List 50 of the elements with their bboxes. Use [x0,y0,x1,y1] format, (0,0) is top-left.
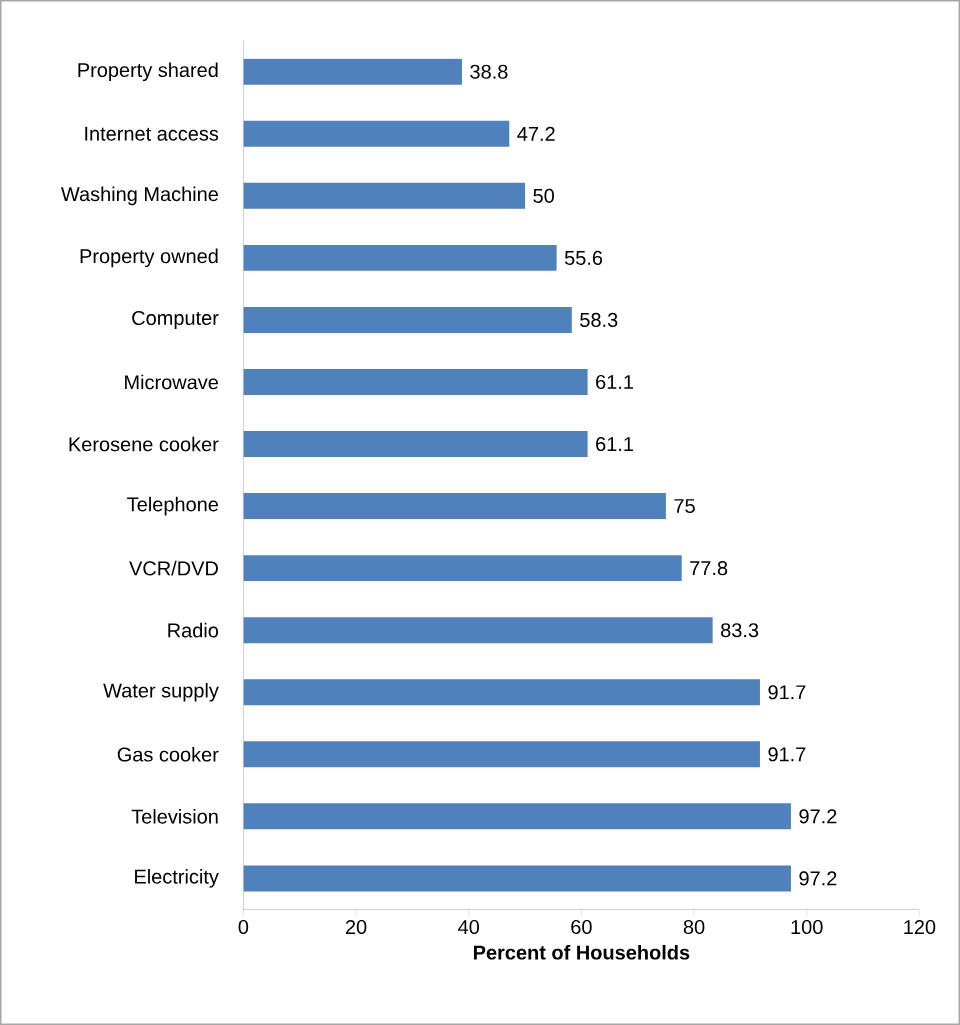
data-label: 75 [674,499,695,514]
y-tick-label: Radio [168,622,219,638]
y-tick-label: Property shared [78,62,218,82]
bar [243,58,462,85]
bar [243,741,760,768]
data-label: 77.8 [690,561,728,576]
y-tick-label: Internet access [85,126,219,141]
bar [243,244,557,271]
data-label: 91.7 [768,747,806,762]
bar [243,865,791,892]
y-tick-label: Gas cooker [117,746,219,762]
y-tick-label: Microwave [125,374,218,390]
bar [243,120,510,147]
y-tick-label: Water supply [103,682,219,702]
y-tick-label: Computer [132,310,219,329]
data-label: 61.1 [596,436,633,452]
bar [243,431,588,458]
bar [243,617,713,644]
x-tick-label: 20 [345,919,367,935]
x-tick-label: 120 [904,919,936,935]
x-tick-label: 0 [238,919,249,935]
bar [243,182,526,209]
data-label: 91.7 [768,685,806,700]
data-label: 97.2 [799,809,837,824]
bar [243,555,682,582]
data-label: 47.2 [517,126,555,141]
data-label: 83.3 [721,623,759,638]
x-tick-label: 80 [683,919,705,935]
data-label: 61.1 [596,374,633,390]
bar [243,679,760,706]
x-tick-label: 40 [458,919,480,935]
y-tick-label: Television [131,809,218,824]
bar [243,803,791,830]
y-tick-label: Kerosene cooker [69,436,219,452]
x-tick-label: 60 [571,919,592,935]
data-label: 38.8 [470,64,508,79]
y-tick-label: Telephone [127,496,218,516]
data-label: 97.2 [799,871,837,886]
y-tick-label: Electricity [135,869,219,888]
y-tick-label: Washing Machine [60,186,218,206]
data-label: 55.6 [564,250,603,265]
data-label: 50 [533,188,554,203]
x-tick-label: 100 [791,919,823,935]
bar [243,306,572,333]
data-label: 58.3 [580,312,618,327]
y-tick-label: Property owned [80,248,218,268]
x-axis-title: Percent of Households [473,944,690,960]
y-tick-label: VCR/DVD [129,560,218,576]
bar [243,369,588,395]
bar [243,493,666,520]
